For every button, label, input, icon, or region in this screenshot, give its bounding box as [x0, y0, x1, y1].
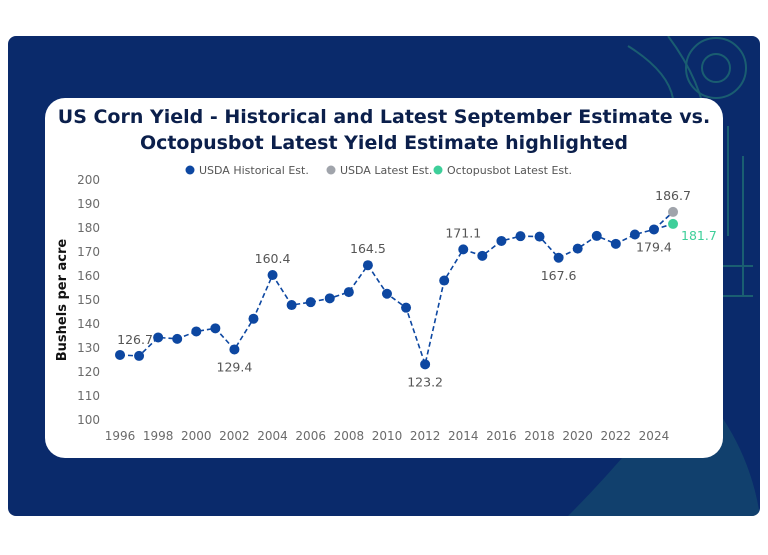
data-label: 160.4: [255, 251, 291, 266]
historical-point: [515, 231, 526, 242]
data-label: 129.4: [217, 359, 253, 374]
x-tick-label: 2004: [257, 429, 288, 443]
y-axis-label: Bushels per acre: [55, 239, 70, 362]
legend-label: Octopusbot Latest Est.: [447, 164, 572, 177]
historical-point: [496, 235, 507, 246]
historical-point: [286, 300, 297, 311]
historical-point: [401, 302, 412, 313]
historical-point: [420, 359, 431, 370]
historical-point: [648, 224, 659, 235]
y-tick-label: 110: [77, 389, 100, 403]
historical-point: [458, 244, 469, 255]
y-tick-label: 160: [77, 269, 100, 283]
x-tick-label: 2016: [486, 429, 517, 443]
historical-point: [324, 293, 335, 304]
data-label: 164.5: [350, 241, 386, 256]
historical-point: [439, 275, 450, 286]
data-label: 171.1: [445, 225, 481, 240]
historical-point: [534, 231, 545, 242]
historical-point: [553, 252, 564, 263]
legend-marker: [185, 165, 195, 175]
historical-point: [267, 270, 278, 281]
historical-point: [477, 250, 488, 261]
historical-point: [572, 243, 583, 254]
chart-card: US Corn Yield - Historical and Latest Se…: [45, 98, 723, 458]
data-label: 186.7: [655, 188, 691, 203]
y-tick-label: 180: [77, 221, 100, 235]
y-tick-label: 120: [77, 365, 100, 379]
historical-point: [305, 297, 316, 308]
data-label: 126.7: [117, 332, 153, 347]
historical-point: [381, 288, 392, 299]
y-tick-label: 130: [77, 341, 100, 355]
legend-label: USDA Latest Est.: [340, 164, 432, 177]
chart-title-line2: Octopusbot Latest Yield Estimate highlig…: [139, 132, 629, 154]
data-label: 123.2: [407, 374, 443, 389]
historical-point: [115, 349, 125, 360]
y-tick-label: 100: [77, 413, 100, 427]
x-tick-label: 2006: [295, 429, 326, 443]
data-label: 181.7: [681, 228, 717, 243]
y-tick-label: 170: [77, 245, 100, 259]
data-label: 167.6: [541, 268, 577, 283]
historical-point: [629, 229, 640, 240]
historical-point: [134, 350, 145, 361]
y-tick-label: 190: [77, 197, 100, 211]
x-tick-label: 2020: [562, 429, 593, 443]
usda-latest-point: [668, 206, 679, 217]
historical-point: [248, 313, 259, 324]
historical-point: [229, 344, 240, 355]
historical-point: [343, 287, 354, 298]
octopusbot-point: [668, 218, 679, 229]
historical-point: [153, 332, 164, 343]
y-tick-label: 140: [77, 317, 100, 331]
x-tick-label: 1998: [143, 429, 174, 443]
x-tick-label: 2002: [219, 429, 250, 443]
historical-point: [172, 333, 183, 344]
y-tick-label: 200: [77, 173, 100, 187]
chart-title: US Corn Yield - Historical and Latest Se…: [45, 104, 723, 156]
x-tick-label: 2014: [448, 429, 479, 443]
historical-point: [591, 230, 602, 241]
data-label: 179.4: [636, 239, 672, 254]
y-tick-label: 150: [77, 293, 100, 307]
x-tick-label: 2008: [334, 429, 365, 443]
background-frame: US Corn Yield - Historical and Latest Se…: [8, 36, 760, 516]
chart-title-line1: US Corn Yield - Historical and Latest Se…: [57, 106, 711, 128]
x-tick-label: 1996: [105, 429, 136, 443]
legend-marker: [433, 165, 443, 175]
x-tick-label: 2012: [410, 429, 441, 443]
x-tick-label: 2010: [372, 429, 403, 443]
x-tick-label: 2022: [601, 429, 632, 443]
historical-point: [610, 238, 621, 249]
x-tick-label: 2024: [639, 429, 670, 443]
historical-point: [191, 326, 202, 337]
historical-point: [210, 323, 221, 334]
x-tick-label: 2000: [181, 429, 212, 443]
historical-point: [362, 260, 373, 271]
legend-label: USDA Historical Est.: [199, 164, 309, 177]
chart-canvas: 100 110 120 130 140 150 160 170 180 190 200 1996 199…: [55, 164, 717, 443]
legend-marker: [326, 165, 336, 175]
x-tick-label: 2018: [524, 429, 555, 443]
